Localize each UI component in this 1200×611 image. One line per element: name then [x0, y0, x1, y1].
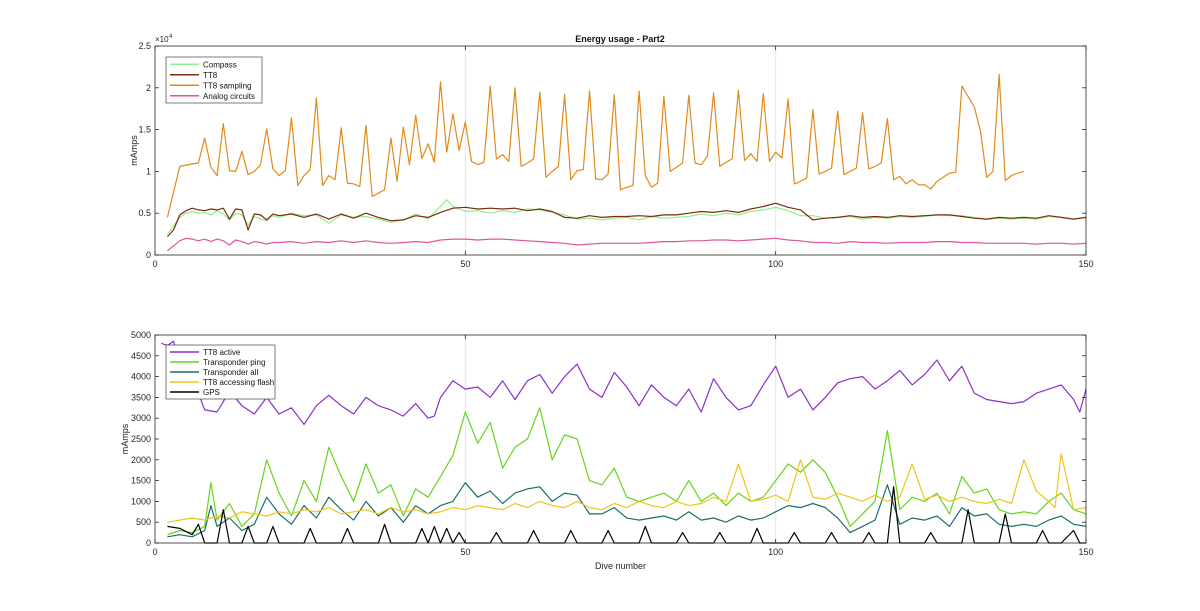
y-tick-label: 3500 — [131, 392, 151, 402]
y-tick-label: 1000 — [131, 496, 151, 506]
axes-box — [154, 45, 1087, 256]
y-tick-label: 0.5 — [138, 208, 151, 218]
y-tick-label: 0 — [146, 538, 151, 548]
exponent-label: ×10 — [155, 35, 169, 44]
y-tick-label: 4000 — [131, 372, 151, 382]
x-tick-label: 0 — [152, 547, 157, 557]
series-line — [167, 482, 1087, 538]
bottom-plot: 0 50 100 1500500100015002000250030003500400… — [120, 330, 1094, 571]
plot-area — [155, 46, 1086, 255]
series-line — [166, 202, 1087, 238]
x-tick-label: 100 — [768, 547, 783, 557]
series-line — [161, 340, 1087, 425]
y-tick-label: 3000 — [131, 413, 151, 423]
x-tick-label: 50 — [460, 259, 470, 269]
y-tick-label: 5000 — [131, 330, 151, 340]
series-line — [167, 237, 1087, 252]
y-axis-label: mAmps — [120, 423, 130, 454]
x-tick-label: 0 — [152, 259, 157, 269]
legend-label: Analog circuits — [203, 92, 255, 101]
exponent-power: 4 — [169, 34, 173, 40]
plot-area — [155, 335, 1086, 543]
legend-label: TT8 — [203, 71, 218, 80]
legend-label: Transponder all — [203, 368, 259, 377]
legend-label: TT8 accessing flash — [203, 378, 274, 387]
x-tick-label: 150 — [1078, 547, 1093, 557]
y-tick-label: 2.5 — [138, 41, 151, 51]
y-tick-label: 2500 — [131, 434, 151, 444]
y-tick-label: 4500 — [131, 351, 151, 361]
y-tick-label: 1.5 — [138, 125, 151, 135]
y-tick-label: 0 — [146, 250, 151, 260]
legend-label: TT8 active — [203, 348, 241, 357]
legend-label: Transponder ping — [203, 358, 265, 367]
legend-label: Compass — [203, 60, 237, 69]
top-plot: 0 50 100 150 0 0.5 1 1.5 2 2.5 ×10 4 mAmps Compass TT8… — [129, 34, 1094, 269]
y-tick-label: 1500 — [131, 476, 151, 486]
x-tick-label: 50 — [460, 547, 470, 557]
figure-title: Energy usage - Part2 — [575, 34, 665, 44]
y-tick-label: 2 — [146, 83, 151, 93]
legend-label: GPS — [203, 388, 220, 397]
legend-label: TT8 sampling — [203, 81, 251, 90]
y-tick-label: 500 — [136, 517, 151, 527]
x-tick-label: 100 — [768, 259, 783, 269]
x-tick-label: 150 — [1078, 259, 1093, 269]
series-line — [166, 73, 1025, 218]
y-axis-label: mAmps — [129, 135, 139, 166]
y-tick-label: 2000 — [131, 455, 151, 465]
y-tick-label: 1 — [146, 166, 151, 176]
series-line — [166, 199, 1087, 235]
x-axis-label: Dive number — [595, 561, 646, 571]
series-line — [167, 453, 1087, 523]
